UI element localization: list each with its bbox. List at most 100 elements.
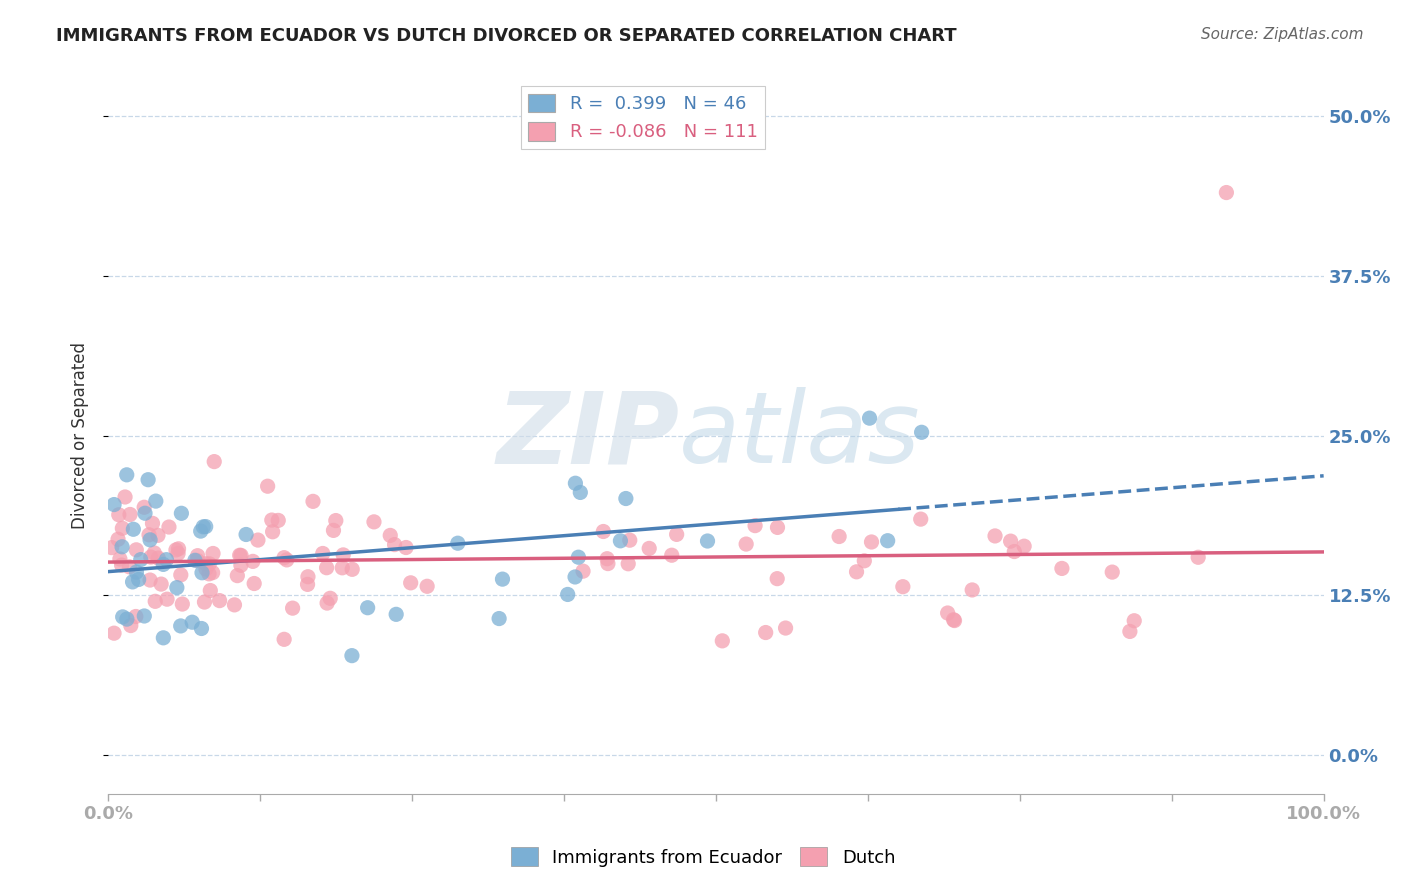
- Point: [665, 527, 688, 541]
- Point: [152, 631, 174, 645]
- Point: [1002, 544, 1025, 558]
- Point: [488, 611, 510, 625]
- Point: [711, 633, 734, 648]
- Point: [1050, 561, 1073, 575]
- Point: [262, 524, 284, 539]
- Point: [139, 533, 162, 547]
- Point: [193, 520, 215, 534]
- Point: [609, 533, 631, 548]
- Point: [1101, 565, 1123, 579]
- Point: [592, 524, 614, 539]
- Point: [744, 518, 766, 533]
- Point: [243, 576, 266, 591]
- Point: [229, 558, 252, 573]
- Point: [120, 618, 142, 632]
- Point: [322, 524, 344, 538]
- Point: [766, 572, 789, 586]
- Point: [242, 554, 264, 568]
- Point: [226, 568, 249, 582]
- Point: [910, 512, 932, 526]
- Point: [325, 514, 347, 528]
- Point: [103, 626, 125, 640]
- Point: [111, 521, 134, 535]
- Point: [860, 535, 883, 549]
- Point: [224, 598, 246, 612]
- Point: [118, 559, 141, 574]
- Point: [165, 542, 187, 557]
- Point: [984, 529, 1007, 543]
- Point: [134, 506, 156, 520]
- Point: [138, 528, 160, 542]
- Point: [107, 533, 129, 547]
- Point: [125, 542, 148, 557]
- Point: [201, 566, 224, 580]
- Point: [167, 541, 190, 556]
- Point: [143, 546, 166, 560]
- Point: [330, 561, 353, 575]
- Point: [125, 565, 148, 579]
- Point: [150, 577, 173, 591]
- Point: [118, 508, 141, 522]
- Point: [166, 581, 188, 595]
- Point: [229, 549, 252, 563]
- Point: [146, 528, 169, 542]
- Point: [110, 558, 132, 573]
- Text: IMMIGRANTS FROM ECUADOR VS DUTCH DIVORCED OR SEPARATED CORRELATION CHART: IMMIGRANTS FROM ECUADOR VS DUTCH DIVORCE…: [56, 27, 957, 45]
- Point: [202, 454, 225, 468]
- Point: [302, 494, 325, 508]
- Point: [572, 564, 595, 578]
- Point: [828, 529, 851, 543]
- Point: [139, 573, 162, 587]
- Point: [170, 567, 193, 582]
- Point: [155, 552, 177, 566]
- Point: [755, 625, 778, 640]
- Point: [315, 560, 337, 574]
- Point: [853, 554, 876, 568]
- Point: [100, 541, 122, 555]
- Point: [332, 548, 354, 562]
- Point: [1012, 539, 1035, 553]
- Point: [115, 612, 138, 626]
- Point: [256, 479, 278, 493]
- Legend: R =  0.399   N = 46, R = -0.086   N = 111: R = 0.399 N = 46, R = -0.086 N = 111: [522, 87, 765, 149]
- Point: [569, 485, 592, 500]
- Point: [312, 546, 335, 560]
- Point: [191, 566, 214, 580]
- Point: [596, 557, 619, 571]
- Point: [942, 613, 965, 627]
- Point: [384, 538, 406, 552]
- Text: Source: ZipAtlas.com: Source: ZipAtlas.com: [1201, 27, 1364, 42]
- Point: [319, 591, 342, 606]
- Point: [246, 533, 269, 547]
- Point: [567, 550, 589, 565]
- Point: [380, 528, 402, 542]
- Point: [297, 577, 319, 591]
- Point: [129, 552, 152, 566]
- Point: [858, 411, 880, 425]
- Point: [1123, 614, 1146, 628]
- Point: [564, 476, 586, 491]
- Point: [416, 579, 439, 593]
- Point: [190, 524, 212, 538]
- Point: [910, 425, 932, 440]
- Point: [1119, 624, 1142, 639]
- Point: [111, 610, 134, 624]
- Point: [134, 609, 156, 624]
- Point: [735, 537, 758, 551]
- Point: [340, 648, 363, 663]
- Point: [114, 490, 136, 504]
- Point: [1215, 186, 1237, 200]
- Point: [385, 607, 408, 622]
- Point: [775, 621, 797, 635]
- Point: [297, 570, 319, 584]
- Point: [491, 572, 513, 586]
- Point: [766, 520, 789, 534]
- Point: [638, 541, 661, 556]
- Point: [193, 595, 215, 609]
- Point: [340, 562, 363, 576]
- Point: [447, 536, 470, 550]
- Point: [103, 498, 125, 512]
- Point: [596, 551, 619, 566]
- Text: atlas: atlas: [679, 387, 921, 484]
- Point: [143, 594, 166, 608]
